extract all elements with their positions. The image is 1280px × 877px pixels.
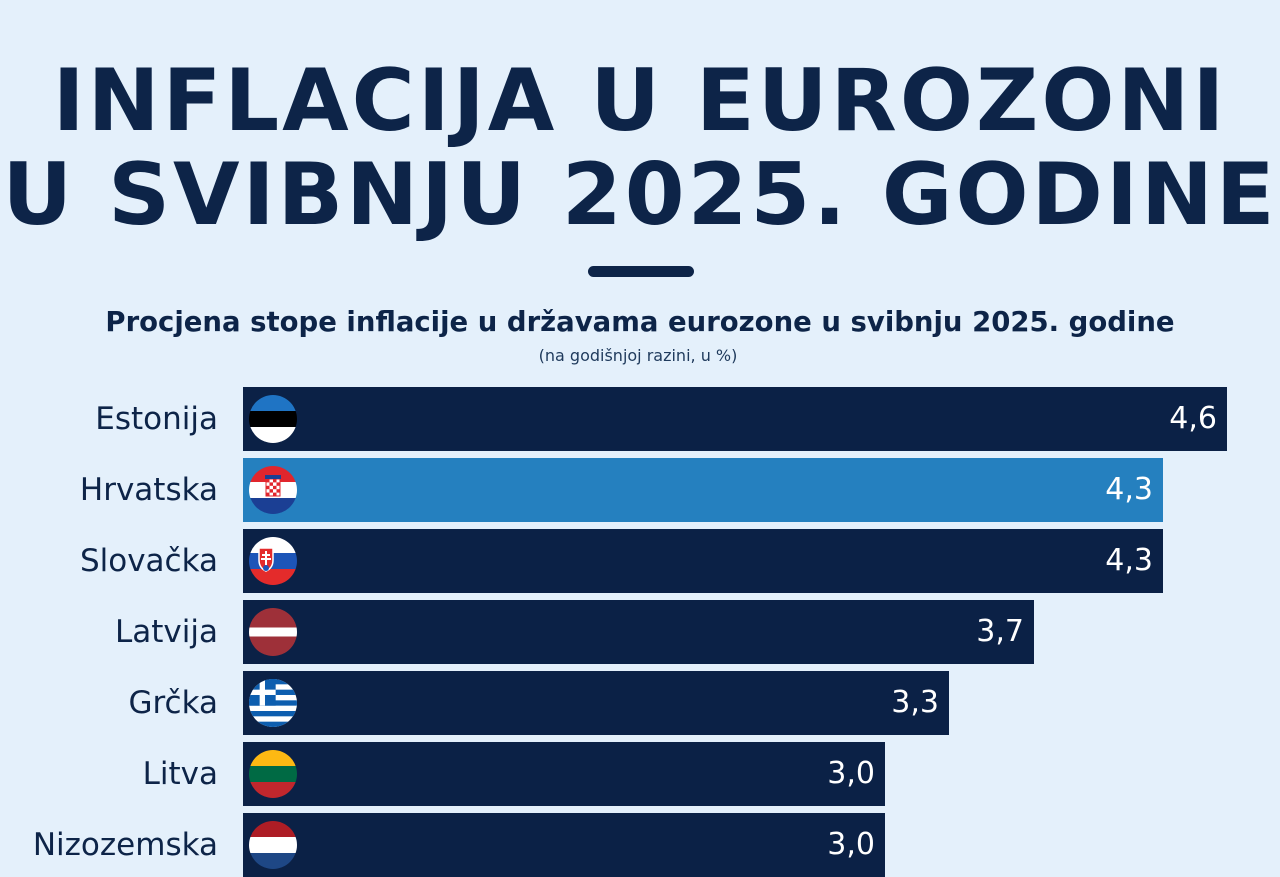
flag-croatia-icon: [249, 466, 297, 514]
flag-latvia-icon: [249, 608, 297, 656]
flag-netherlands-icon: [249, 821, 297, 869]
data-label: 3,7: [976, 614, 1024, 649]
bar: [243, 458, 1163, 522]
category-label: Latvija: [115, 614, 218, 650]
flag-estonia-icon: [249, 395, 297, 443]
flag-slovakia-icon: [249, 537, 297, 585]
chart-unit-note: (na godišnjoj razini, u %): [538, 346, 738, 365]
bar: [243, 813, 885, 877]
data-label: 3,0: [827, 827, 875, 862]
category-label: Hrvatska: [79, 472, 218, 508]
bar: [243, 600, 1034, 664]
category-label: Nizozemska: [32, 827, 218, 863]
flag-lithuania-icon: [249, 750, 297, 798]
chart-title: Procjena stope inflacije u državama euro…: [105, 306, 1175, 338]
bar: [243, 742, 885, 806]
data-label: 4,6: [1169, 401, 1217, 436]
data-label: 3,0: [827, 756, 875, 791]
data-label: 3,3: [891, 685, 939, 720]
data-label: 4,3: [1105, 543, 1153, 578]
category-label: Grčka: [128, 685, 218, 721]
category-label: Slovačka: [79, 543, 218, 579]
data-label: 4,3: [1105, 472, 1153, 507]
bar: [243, 387, 1227, 451]
title-divider: [588, 266, 694, 277]
bar: [243, 529, 1163, 593]
title-line-1: INFLACIJA U EUROZONI: [52, 51, 1228, 151]
title-line-2: U SVIBNJU 2025. GODINE: [2, 145, 1278, 245]
flag-greece-icon: [249, 679, 297, 727]
category-label: Litva: [142, 756, 218, 792]
bar-chart: Estonija 4,6 Hrvatska 4,3 Slovačka 4,3 Latvija…: [33, 387, 1227, 877]
category-label: Estonija: [95, 401, 218, 437]
bar: [243, 671, 949, 735]
